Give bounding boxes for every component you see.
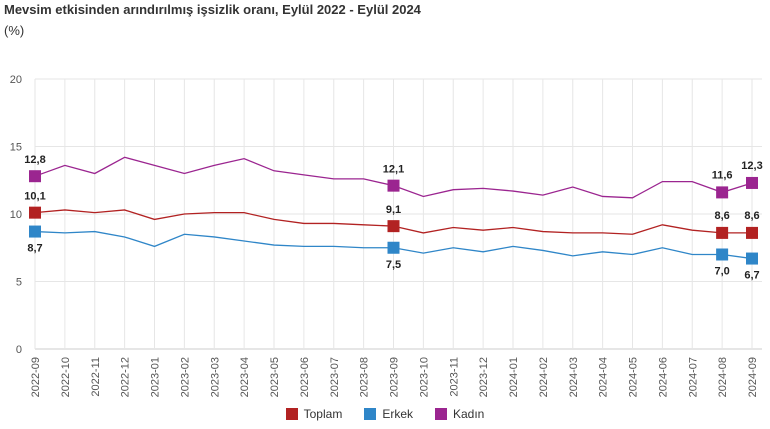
data-label: 12,1	[383, 164, 404, 176]
x-tick-label: 2023-05	[269, 357, 281, 397]
data-point-marker	[746, 226, 758, 239]
x-tick-label: 2023-03	[209, 357, 221, 397]
y-tick-label: 10	[10, 209, 22, 221]
data-label: 8,6	[744, 210, 759, 222]
x-tick-label: 2023-04	[239, 357, 251, 397]
x-tick-label: 2024-08	[717, 357, 729, 397]
x-tick-label: 2023-08	[359, 357, 371, 397]
x-tick-label: 2024-01	[508, 357, 520, 397]
data-label: 8,6	[714, 210, 729, 222]
x-tick-label: 2024-09	[747, 357, 759, 397]
legend: Toplam Erkek Kadın	[0, 407, 770, 421]
legend-item-erkek[interactable]: Erkek	[364, 407, 413, 421]
data-point-marker	[29, 170, 41, 183]
x-tick-label: 2023-06	[299, 357, 311, 397]
x-tick-label: 2023-02	[179, 357, 191, 397]
x-tick-label: 2023-10	[418, 357, 430, 397]
data-point-marker	[716, 248, 729, 261]
data-point-marker	[716, 186, 729, 199]
data-label: 12,3	[741, 160, 762, 172]
legend-item-toplam[interactable]: Toplam	[285, 407, 343, 421]
data-point-marker	[29, 225, 41, 238]
data-label: 6,7	[744, 270, 759, 282]
data-label: 8,7	[27, 243, 42, 255]
data-point-marker	[716, 226, 729, 239]
x-tick-label: 2023-12	[478, 357, 490, 397]
chart-title: Mevsim etkisinden arındırılmış işsizlik …	[4, 2, 421, 17]
x-tick-label: 2024-02	[538, 357, 550, 397]
x-tick-label: 2024-04	[598, 357, 610, 397]
legend-label: Toplam	[303, 407, 343, 421]
x-tick-label: 2024-06	[657, 357, 669, 397]
x-tick-label: 2024-03	[568, 357, 580, 397]
x-tick-label: 2023-11	[448, 357, 460, 397]
data-label: 9,1	[386, 204, 401, 216]
data-label: 11,6	[712, 169, 733, 181]
data-label: 10,1	[24, 191, 45, 203]
legend-swatch	[285, 408, 298, 420]
data-label: 7,0	[714, 266, 729, 278]
data-point-marker	[29, 206, 41, 219]
x-tick-label: 2024-05	[628, 357, 640, 397]
data-point-marker	[746, 176, 758, 189]
legend-swatch	[435, 408, 447, 420]
y-tick-label: 0	[16, 344, 22, 356]
data-point-marker	[387, 241, 400, 254]
y-tick-label: 15	[10, 142, 22, 154]
y-axis-unit: (%)	[4, 23, 25, 38]
x-tick-label: 2024-07	[687, 357, 699, 397]
y-tick-label: 20	[10, 74, 22, 86]
legend-item-kadın[interactable]: Kadın	[435, 407, 484, 421]
legend-label: Kadın	[453, 407, 485, 421]
data-point-marker	[746, 252, 758, 265]
x-tick-label: 2022-09	[30, 357, 42, 397]
y-tick-label: 5	[16, 277, 22, 289]
legend-swatch	[364, 408, 377, 420]
x-tick-label: 2022-11	[90, 357, 102, 397]
legend-label: Erkek	[382, 407, 413, 421]
data-label: 12,8	[24, 154, 45, 166]
data-label: 7,5	[386, 259, 401, 271]
data-point-marker	[387, 179, 400, 192]
x-tick-label: 2022-12	[120, 357, 132, 397]
x-tick-label: 2023-01	[150, 357, 162, 397]
x-tick-label: 2023-07	[329, 357, 341, 397]
x-tick-label: 2022-10	[60, 357, 72, 397]
x-tick-label: 2023-09	[389, 357, 401, 397]
data-point-marker	[387, 220, 400, 233]
